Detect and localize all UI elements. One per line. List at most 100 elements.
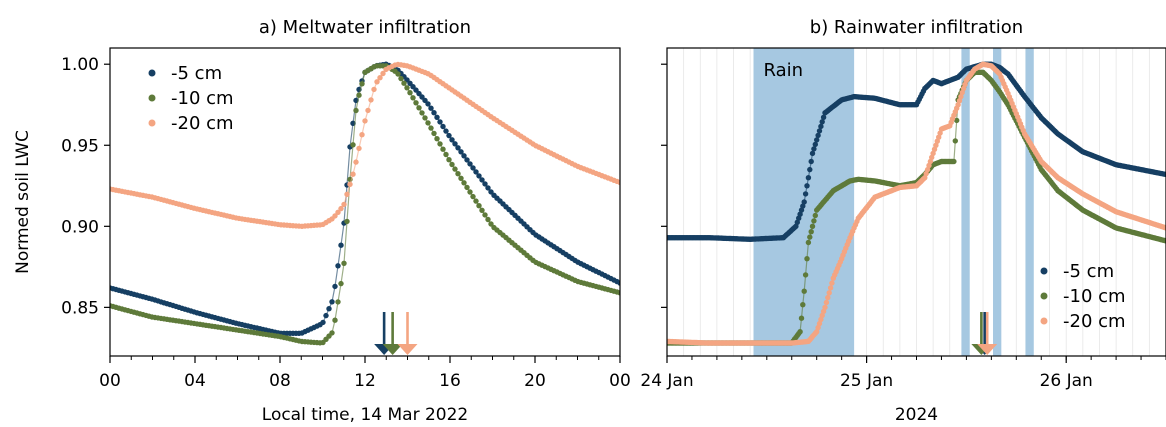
data-point xyxy=(927,158,934,165)
data-point xyxy=(819,312,825,319)
data-point xyxy=(951,158,957,165)
data-point xyxy=(455,145,461,151)
data-point xyxy=(479,207,485,213)
data-point xyxy=(804,256,810,262)
data-point xyxy=(807,166,813,173)
data-point xyxy=(452,141,458,147)
data-point xyxy=(431,130,437,137)
data-point xyxy=(329,299,335,305)
data-point xyxy=(797,211,803,217)
data-point xyxy=(335,263,341,269)
y-axis-label: Normed soil LWC xyxy=(13,130,33,274)
data-point xyxy=(419,110,425,116)
data-point xyxy=(816,128,823,134)
panel-title: a) Meltwater infiltration xyxy=(259,17,471,38)
series-0 xyxy=(667,61,1166,242)
data-point xyxy=(428,125,434,131)
rain-span xyxy=(961,48,970,356)
y-tick-label: 0.90 xyxy=(61,217,99,237)
data-point xyxy=(338,280,344,287)
data-point xyxy=(443,151,449,158)
data-point xyxy=(323,312,329,319)
data-point xyxy=(332,213,338,219)
data-point xyxy=(338,242,344,248)
arrival-arrow-head xyxy=(977,344,998,355)
data-point xyxy=(811,218,817,224)
data-point xyxy=(428,105,434,111)
data-point xyxy=(374,79,380,85)
data-point xyxy=(413,100,419,106)
data-point xyxy=(356,92,362,98)
data-point xyxy=(458,175,464,181)
data-point xyxy=(485,185,491,191)
data-point xyxy=(356,145,362,152)
data-point xyxy=(470,193,476,200)
rain-span xyxy=(1025,48,1034,356)
data-point xyxy=(407,90,413,96)
data-point xyxy=(812,212,818,219)
x-tick-label: 00 xyxy=(99,371,121,391)
legend-label: -5 cm xyxy=(1063,261,1114,282)
data-point xyxy=(398,75,404,82)
data-point xyxy=(461,180,467,186)
data-point xyxy=(341,260,347,266)
y-tick-label: 1.00 xyxy=(61,55,99,75)
data-point xyxy=(401,80,407,86)
legend-label: -10 cm xyxy=(1063,286,1126,307)
data-point xyxy=(808,158,814,165)
data-point xyxy=(449,161,455,168)
y-tick-label: 0.85 xyxy=(61,298,99,318)
x-tick-label: 12 xyxy=(354,371,376,391)
data-point xyxy=(804,183,810,189)
legend-marker xyxy=(1040,267,1048,275)
data-point xyxy=(827,285,834,291)
data-point xyxy=(341,201,347,208)
data-point xyxy=(365,107,371,114)
data-point xyxy=(464,157,470,163)
data-point xyxy=(332,317,338,323)
data-point xyxy=(922,175,928,181)
data-point xyxy=(962,81,968,88)
x-tick-label: 25 Jan xyxy=(840,371,893,391)
data-point xyxy=(954,117,960,124)
data-point xyxy=(809,150,816,157)
data-point xyxy=(443,128,449,134)
data-point xyxy=(482,212,488,218)
data-point xyxy=(359,81,365,87)
data-point xyxy=(431,110,437,116)
data-point xyxy=(952,138,958,144)
data-point xyxy=(359,132,365,138)
data-point xyxy=(617,280,620,286)
data-point xyxy=(1163,225,1166,231)
data-point xyxy=(801,288,807,294)
legend-marker xyxy=(148,69,156,77)
series-1 xyxy=(110,63,620,346)
data-point xyxy=(434,114,440,121)
data-point xyxy=(805,175,812,181)
data-point xyxy=(335,209,341,215)
x-tick-label: 00 xyxy=(609,371,631,391)
x-tick-label: 08 xyxy=(269,371,291,391)
data-point xyxy=(823,299,830,306)
data-point xyxy=(446,157,452,163)
data-point xyxy=(488,221,494,227)
data-point xyxy=(449,137,455,143)
x-tick-label: 20 xyxy=(524,371,546,391)
data-point xyxy=(353,107,359,114)
data-point xyxy=(802,272,809,278)
data-point xyxy=(822,304,828,311)
data-point xyxy=(473,198,479,204)
legend-marker xyxy=(148,119,156,127)
data-point xyxy=(476,173,482,179)
data-point xyxy=(805,239,812,246)
rain-label: Rain xyxy=(763,60,803,81)
data-point xyxy=(371,86,377,93)
legend-marker xyxy=(1040,292,1048,300)
x-tick-label: 24 Jan xyxy=(640,371,693,391)
data-point xyxy=(829,280,835,286)
data-point xyxy=(455,171,461,177)
data-point xyxy=(440,123,446,130)
data-point xyxy=(422,115,428,121)
x-tick-label: 26 Jan xyxy=(1040,371,1093,391)
